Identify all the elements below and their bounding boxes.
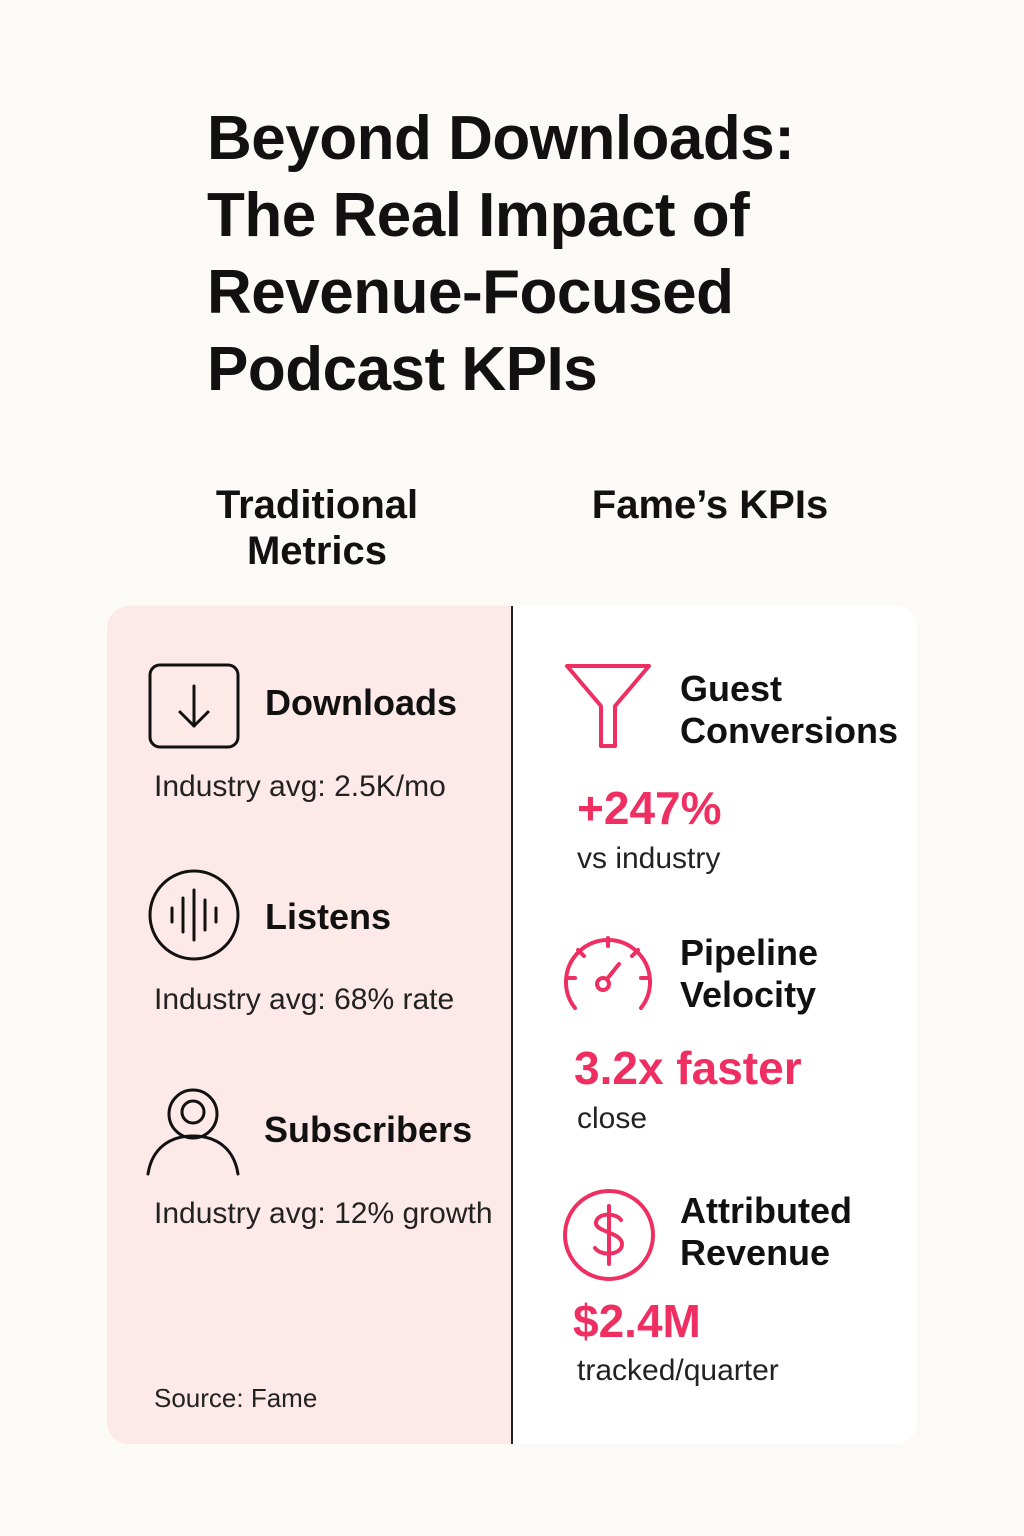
guest-conversions-line-2: Conversions xyxy=(680,710,899,751)
fame-heading-line-1: Fame’s KPIs xyxy=(591,483,829,527)
guest-conversions-value: +247% xyxy=(577,782,722,834)
listens-label: Listens xyxy=(265,896,392,937)
dollar-icon xyxy=(563,1189,655,1281)
guest-conversions-caption: vs industry xyxy=(577,842,721,875)
guest-conversions-line-1: Guest xyxy=(680,668,783,709)
attributed-revenue-caption: tracked/quarter xyxy=(577,1354,779,1387)
title-line-1: Beyond Downloads: xyxy=(207,104,795,173)
attributed-revenue-label: Attributed Revenue xyxy=(680,1190,852,1274)
pipeline-velocity-caption: close xyxy=(577,1102,648,1135)
attributed-revenue-line-1: Attributed xyxy=(680,1190,852,1231)
title-line-2: The Real Impact of xyxy=(207,181,750,250)
source-note: Source: Fame xyxy=(154,1383,318,1413)
pipeline-velocity-line-1: Pipeline xyxy=(680,932,819,973)
fame-kpis-heading: Fame’s KPIs xyxy=(560,482,860,528)
traditional-heading-line-1: Traditional xyxy=(215,483,419,527)
comparison-card: Downloads Industry avg: 2.5K/mo Listens … xyxy=(107,606,917,1444)
attributed-revenue-line-2: Revenue xyxy=(680,1232,831,1273)
column-divider xyxy=(511,606,513,1444)
download-icon xyxy=(148,663,240,749)
page-title: Beyond Downloads: The Real Impact of Rev… xyxy=(207,100,907,408)
pipeline-velocity-label: Pipeline Velocity xyxy=(680,932,818,1016)
traditional-heading-line-2: Metrics xyxy=(246,529,388,573)
downloads-label: Downloads xyxy=(265,682,458,723)
subscribers-industry-avg: Industry avg: 12% growth xyxy=(154,1197,493,1230)
audio-waveform-icon xyxy=(148,869,240,961)
attributed-revenue-value: $2.4M xyxy=(573,1295,701,1347)
subscribers-label: Subscribers xyxy=(264,1109,473,1150)
downloads-industry-avg: Industry avg: 2.5K/mo xyxy=(154,770,446,803)
listens-industry-avg: Industry avg: 68% rate xyxy=(154,983,455,1016)
user-icon xyxy=(146,1088,240,1176)
title-line-3: Revenue-Focused xyxy=(207,258,734,327)
title-line-4: Podcast KPIs xyxy=(207,335,598,404)
traditional-metrics-heading: Traditional Metrics xyxy=(192,482,442,574)
pipeline-velocity-value: 3.2x faster xyxy=(574,1042,802,1094)
funnel-icon xyxy=(565,664,651,748)
traditional-metrics-panel: Downloads Industry avg: 2.5K/mo Listens … xyxy=(107,606,511,1444)
speedometer-icon xyxy=(564,936,652,1010)
pipeline-velocity-line-2: Velocity xyxy=(680,974,817,1015)
guest-conversions-label: Guest Conversions xyxy=(680,668,898,752)
